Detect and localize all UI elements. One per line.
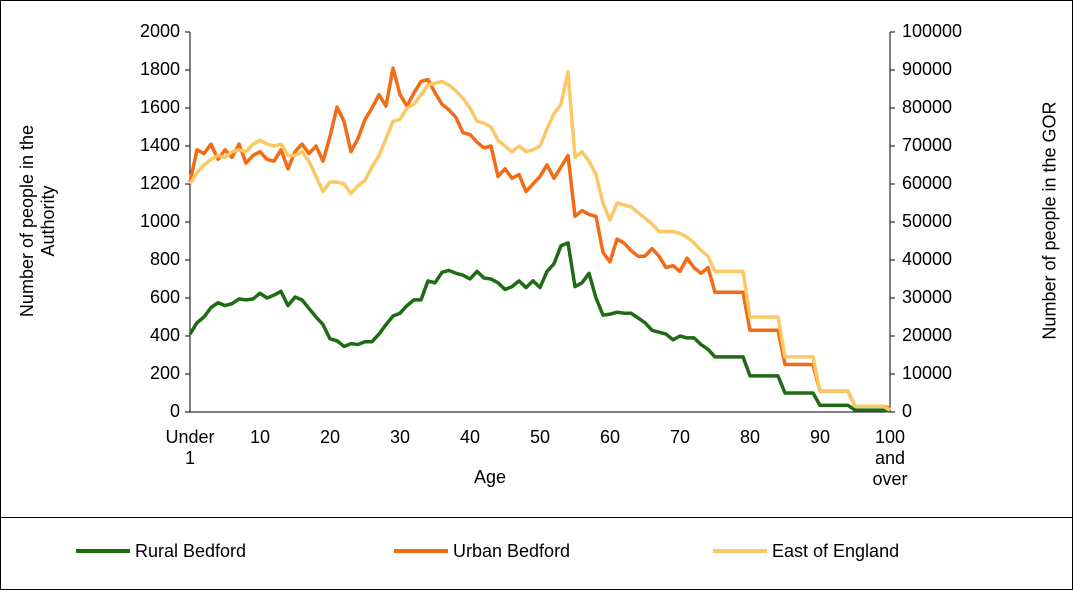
x-tick-label: 20 <box>319 427 341 447</box>
y-tick-label: 1200 <box>140 173 180 193</box>
y2-tick-label: 70000 <box>902 135 952 155</box>
y2-axis-title: Number of people in the GOR <box>1039 101 1060 340</box>
y2-tick-label: 90000 <box>902 59 952 79</box>
y-tick-label: 1600 <box>140 97 180 117</box>
y-tick-label: 400 <box>150 325 180 345</box>
x-tick-label: 30 <box>389 427 411 447</box>
y2-tick-label: 100000 <box>902 21 962 41</box>
legend-label: East of England <box>772 541 899 561</box>
x-tick-label: 50 <box>529 427 551 447</box>
y2-tick-label: 20000 <box>902 325 952 345</box>
x-tick-label: 40 <box>459 427 481 447</box>
y-tick-label: 200 <box>150 363 180 383</box>
x-tick-label: 100 and over <box>872 427 908 489</box>
y-axis-title: Number of people in the Authority <box>17 124 58 318</box>
y-tick-label: 1400 <box>140 135 180 155</box>
legend-label: Rural Bedford <box>135 541 246 561</box>
series-line <box>188 241 891 413</box>
y-tick-label: 1000 <box>140 211 180 231</box>
y2-tick-label: 60000 <box>902 173 952 193</box>
x-tick-label: 90 <box>809 427 831 447</box>
y-tick-label: 800 <box>150 249 180 269</box>
y2-tick-label: 30000 <box>902 287 952 307</box>
y-tick-label: 1800 <box>140 59 180 79</box>
x-tick-label: Under 1 <box>165 427 215 468</box>
x-axis-title: Age <box>473 467 507 487</box>
legend-label: Urban Bedford <box>453 541 570 561</box>
x-tick-label: 80 <box>739 427 761 447</box>
y-tick-label: 0 <box>170 401 180 421</box>
x-tick-label: 60 <box>599 427 621 447</box>
series-line <box>188 66 891 410</box>
y2-tick-label: 50000 <box>902 211 952 231</box>
y2-tick-label: 80000 <box>902 97 952 117</box>
x-tick-label: 70 <box>669 427 691 447</box>
series-line <box>188 70 891 412</box>
y-tick-label: 2000 <box>140 21 180 41</box>
y2-tick-label: 0 <box>902 401 912 421</box>
x-tick-label: 10 <box>249 427 271 447</box>
y2-tick-label: 10000 <box>902 363 952 383</box>
y-tick-label: 600 <box>150 287 180 307</box>
y2-tick-label: 40000 <box>902 249 952 269</box>
